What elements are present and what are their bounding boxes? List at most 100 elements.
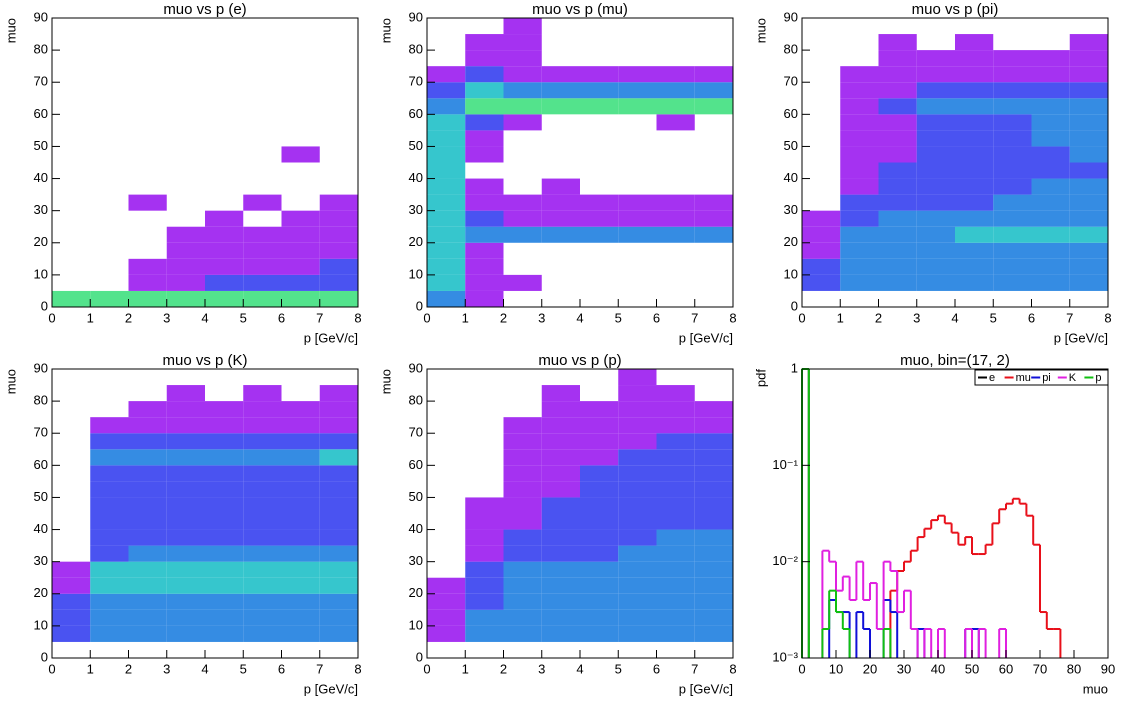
heat-cell [243, 417, 282, 434]
heat-cell [319, 401, 358, 418]
heat-cell [427, 481, 465, 497]
y-tick-label: 20 [784, 234, 798, 249]
y-tick-label: 60 [34, 457, 48, 472]
heat-cell [129, 385, 167, 401]
x-tick-label: 2 [125, 661, 132, 676]
heat-cell [427, 577, 466, 594]
heat-cell [618, 465, 657, 482]
heat-cell [618, 385, 657, 402]
heat-cell [128, 497, 167, 514]
heat-cell [166, 513, 205, 530]
heat-cell [916, 50, 955, 67]
heat-cell [427, 258, 466, 275]
heat-cell [205, 290, 244, 307]
heat-cell [319, 274, 358, 291]
heat-cell [955, 242, 994, 259]
y-tick-label: 0 [791, 298, 798, 313]
heat-cell [90, 513, 129, 530]
heat-cell [878, 130, 917, 147]
y-tick-label: 90 [34, 9, 48, 24]
heat-cell [1069, 82, 1108, 99]
heat-cell [1069, 114, 1108, 131]
heat-cell [541, 449, 580, 466]
heat-cell [580, 114, 618, 130]
heat-cell [503, 433, 542, 450]
heat-cell [542, 291, 580, 307]
heat-cell [90, 66, 128, 82]
heat-cell [319, 593, 358, 610]
heat-cell [319, 513, 358, 530]
heat-cell [618, 98, 657, 115]
heat-cell [955, 274, 994, 291]
x-tick-label: 90 [1101, 661, 1115, 676]
heat-cell [319, 497, 358, 514]
heat-cell [281, 609, 320, 626]
heat-cell [90, 465, 129, 482]
heat-cell [580, 98, 619, 115]
heat-cell [993, 98, 1032, 115]
heat-cell [320, 98, 358, 114]
heat-cell [618, 194, 657, 211]
heat-cell [1069, 34, 1108, 51]
heat-cell [618, 226, 657, 243]
heat-cell [840, 34, 878, 50]
heat-cell [52, 433, 90, 449]
y-tick-label: 80 [34, 393, 48, 408]
y-tick-label: 70 [34, 74, 48, 89]
heat-cell [427, 114, 466, 131]
legend-label: p [1095, 372, 1101, 384]
heat-cell [427, 130, 466, 147]
heat-cell [695, 163, 733, 179]
heat-cell [129, 179, 167, 195]
x-axis-label: p [GeV/c] [304, 681, 358, 696]
heat-cell [580, 210, 619, 227]
legend-label: e [989, 372, 995, 384]
x-tick-label: 8 [729, 661, 736, 676]
heat-cell [657, 18, 695, 34]
x-tick-label: 7 [1066, 310, 1073, 325]
heat-cell [541, 513, 580, 530]
heat-cell [205, 146, 243, 162]
heat-cell [657, 179, 695, 195]
x-tick-label: 6 [1028, 310, 1035, 325]
heat-cell [167, 50, 205, 66]
heat-cell [695, 291, 733, 307]
heat-cell [465, 497, 504, 514]
heat-cell [166, 242, 205, 259]
x-tick-label: 7 [691, 310, 698, 325]
heat-cell [465, 82, 504, 99]
heat-cell [319, 561, 358, 578]
heat-cell [281, 465, 320, 482]
y-tick-label: 80 [409, 393, 423, 408]
heat-cell [656, 481, 695, 498]
heat-cell [465, 545, 504, 562]
heat-cell [503, 481, 542, 498]
x-tick-label: 50 [965, 661, 979, 676]
heat-cell [580, 18, 618, 34]
heat-cell [465, 561, 504, 578]
heat-cell [541, 433, 580, 450]
heat-cell [916, 226, 955, 243]
heat-cell [281, 593, 320, 610]
heat-cell [243, 290, 282, 307]
heat-cell [90, 625, 129, 642]
heat-cell [281, 561, 320, 578]
heat-cell [618, 577, 657, 594]
heat-cell [243, 577, 282, 594]
heat-cell [656, 545, 695, 562]
y-tick-label: 40 [34, 521, 48, 536]
x-tick-label: 0 [798, 310, 805, 325]
heat-cell [465, 18, 503, 34]
heat-cell [618, 18, 656, 34]
heat-cell [656, 385, 695, 402]
heat-cell [917, 291, 955, 307]
heat-cell [1070, 18, 1108, 34]
heat-cell [427, 530, 465, 546]
heat-cell [916, 98, 955, 115]
heat-cell [694, 481, 733, 498]
y-tick-label: 80 [34, 42, 48, 57]
heat-cell [916, 258, 955, 275]
heat-cell [90, 82, 128, 98]
